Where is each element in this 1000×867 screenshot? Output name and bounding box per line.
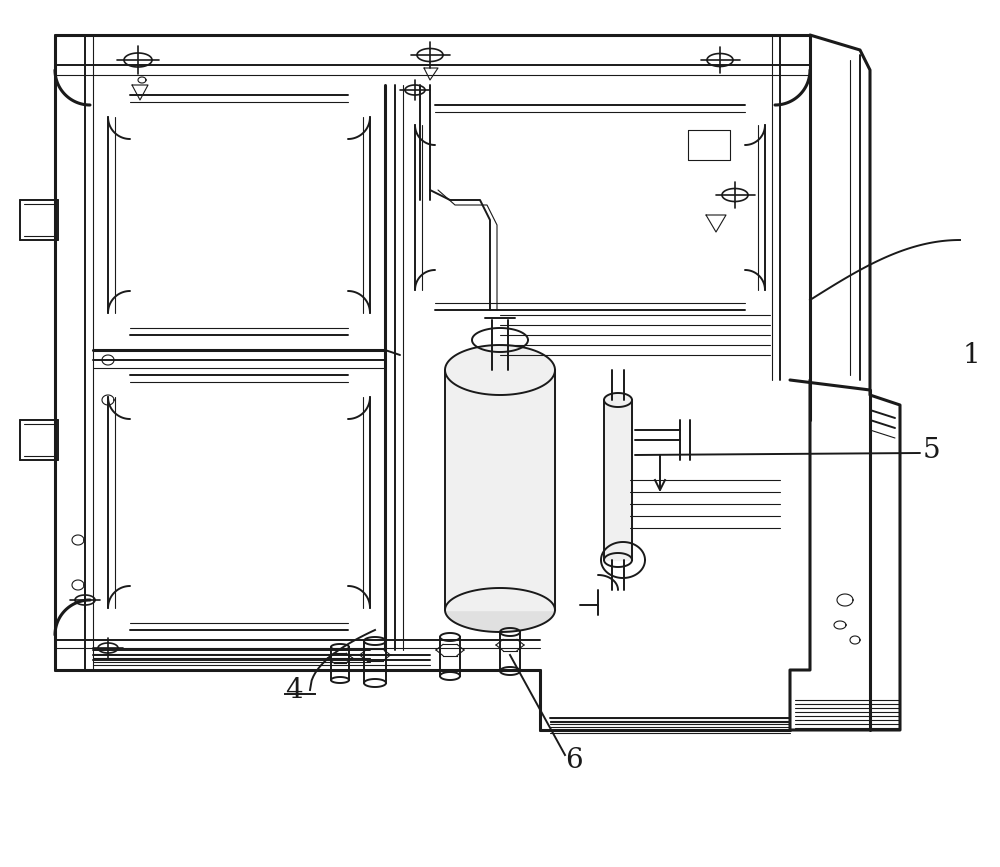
Polygon shape: [445, 370, 555, 610]
Polygon shape: [445, 345, 555, 395]
Text: 5: 5: [923, 436, 941, 464]
Text: 4: 4: [285, 676, 303, 703]
Text: 1: 1: [963, 342, 981, 368]
Polygon shape: [604, 393, 632, 407]
Polygon shape: [445, 588, 555, 632]
Polygon shape: [604, 400, 632, 560]
Text: 6: 6: [565, 746, 583, 773]
